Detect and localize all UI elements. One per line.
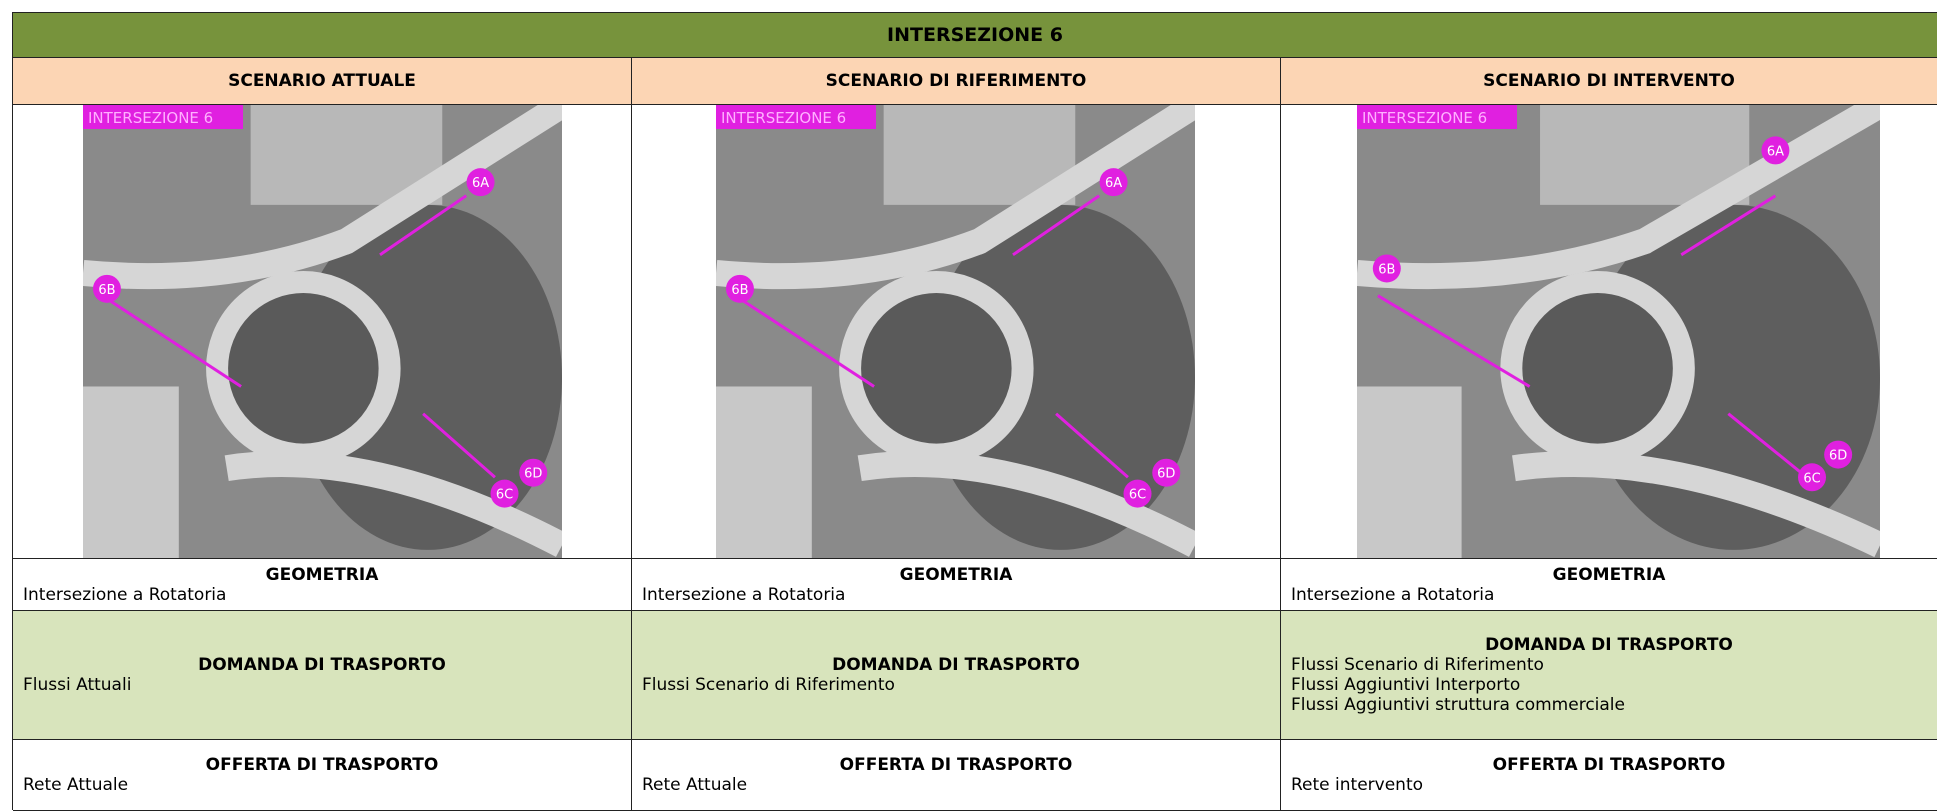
map-marker: 6C [1803, 471, 1820, 486]
geometria-text: Intersezione a Rotatoria [23, 584, 227, 605]
domanda-line: Flussi Scenario di Riferimento [1291, 655, 1544, 675]
map-marker: 6D [524, 467, 542, 482]
geometria-heading: GEOMETRIA [899, 564, 1013, 585]
map-shape [839, 271, 1034, 466]
geometria-heading: GEOMETRIA [1552, 564, 1666, 585]
map-shape [466, 168, 495, 197]
aerial-map: INTERSEZIONE 6 6A 6B 6D 6C [83, 105, 562, 558]
domanda-line: Flussi Scenario di Riferimento [642, 675, 895, 695]
offerta: OFFERTA DI TRASPORTO Rete Attuale [13, 740, 632, 811]
map-shape [1824, 440, 1853, 469]
scenario-header: SCENARIO DI INTERVENTO [1281, 58, 1937, 105]
map-shape [519, 458, 548, 487]
domanda-heading: DOMANDA DI TRASPORTO [198, 655, 446, 675]
map-shape [206, 271, 401, 466]
map-shape [716, 105, 876, 129]
map-cell: INTERSEZIONE 6 6A 6B 6D 6C [632, 105, 1281, 559]
map-shape [1099, 168, 1128, 197]
geometria-heading: GEOMETRIA [265, 564, 379, 585]
map-shape [1012, 194, 1101, 257]
map-shape [857, 451, 1195, 557]
scenario-header: SCENARIO DI RIFERIMENTO [632, 58, 1281, 105]
map-shape [734, 294, 875, 388]
map-shape [1727, 412, 1808, 479]
map-marker: 6B [731, 283, 748, 298]
table-title: INTERSEZIONE 6 [13, 13, 1937, 58]
map-shape [1512, 451, 1880, 558]
offerta: OFFERTA DI TRASPORTO Rete intervento [1281, 740, 1937, 811]
offerta-text: Rete intervento [1291, 775, 1424, 795]
map-shape [1761, 136, 1790, 165]
geometria: GEOMETRIA Intersezione a Rotatoria [632, 559, 1281, 611]
domanda-heading: DOMANDA DI TRASPORTO [832, 655, 1080, 675]
domanda: DOMANDA DI TRASPORTO Flussi Scenario di R… [1281, 611, 1937, 740]
map-shape [1377, 294, 1531, 388]
map-shape [1123, 479, 1152, 508]
map-marker: 6A [472, 176, 489, 191]
geometria: GEOMETRIA Intersezione a Rotatoria [13, 559, 632, 611]
map-marker: 6A [1767, 144, 1784, 159]
map-shape [1372, 254, 1401, 283]
aerial-map: INTERSEZIONE 6 6A 6B 6D 6C [1357, 105, 1880, 558]
map-cell: INTERSEZIONE 6 6A 6B 6D 6C [13, 105, 632, 559]
domanda: DOMANDA DI TRASPORTO Flussi Scenario di R… [632, 611, 1281, 740]
map-shape [83, 105, 562, 290]
map-shape [716, 105, 1195, 290]
domanda-heading: DOMANDA DI TRASPORTO [1485, 635, 1733, 655]
map-shape [725, 274, 754, 303]
map-shape [422, 412, 496, 479]
map-shape [83, 105, 243, 129]
intersection-table: INTERSEZIONE 6 SCENARIO ATTUALE SCENARIO … [12, 12, 1937, 811]
map-cell: INTERSEZIONE 6 6A 6B 6D 6C [1281, 105, 1937, 559]
map-shape [83, 386, 179, 558]
map-marker: 6B [98, 283, 115, 298]
map-shape [92, 274, 121, 303]
map-shape [1798, 463, 1827, 492]
domanda-line: Flussi Aggiuntivi Interporto [1291, 675, 1521, 695]
map-label: INTERSEZIONE 6 [721, 109, 846, 127]
domanda-line: Flussi Attuali [23, 675, 132, 695]
map-shape [1357, 386, 1462, 558]
map-marker: 6A [1105, 176, 1122, 191]
scenario-header: SCENARIO ATTUALE [13, 58, 632, 105]
geometria-text: Intersezione a Rotatoria [1291, 584, 1495, 605]
map-shape [1680, 194, 1777, 257]
geometria-text: Intersezione a Rotatoria [642, 584, 846, 605]
map-shape [224, 451, 562, 557]
map-marker: 6D [1157, 467, 1175, 482]
map-shape [1055, 412, 1129, 479]
map-shape [1152, 458, 1181, 487]
offerta-text: Rete Attuale [23, 775, 129, 795]
offerta-text: Rete Attuale [642, 775, 748, 795]
map-shape [1357, 105, 1880, 290]
offerta: OFFERTA DI TRASPORTO Rete Attuale [632, 740, 1281, 811]
map-shape [490, 479, 519, 508]
aerial-map: INTERSEZIONE 6 6A 6B 6D 6C [716, 105, 1195, 558]
map-shape [101, 294, 242, 388]
map-shape [379, 194, 468, 257]
map-label: INTERSEZIONE 6 [1362, 109, 1487, 127]
offerta-heading: OFFERTA DI TRASPORTO [205, 755, 439, 775]
offerta-heading: OFFERTA DI TRASPORTO [1492, 755, 1726, 775]
map-marker: 6C [496, 488, 513, 503]
domanda-line: Flussi Aggiuntivi struttura commerciale [1291, 695, 1625, 715]
geometria: GEOMETRIA Intersezione a Rotatoria [1281, 559, 1937, 611]
map-shape [1500, 271, 1695, 466]
map-label: INTERSEZIONE 6 [88, 109, 213, 127]
map-marker: 6D [1829, 449, 1847, 464]
map-marker: 6B [1378, 262, 1395, 277]
map-shape [1357, 105, 1517, 129]
offerta-heading: OFFERTA DI TRASPORTO [839, 755, 1073, 775]
map-marker: 6C [1129, 488, 1146, 503]
domanda: DOMANDA DI TRASPORTO Flussi Attuali [13, 611, 632, 740]
map-shape [716, 386, 812, 558]
